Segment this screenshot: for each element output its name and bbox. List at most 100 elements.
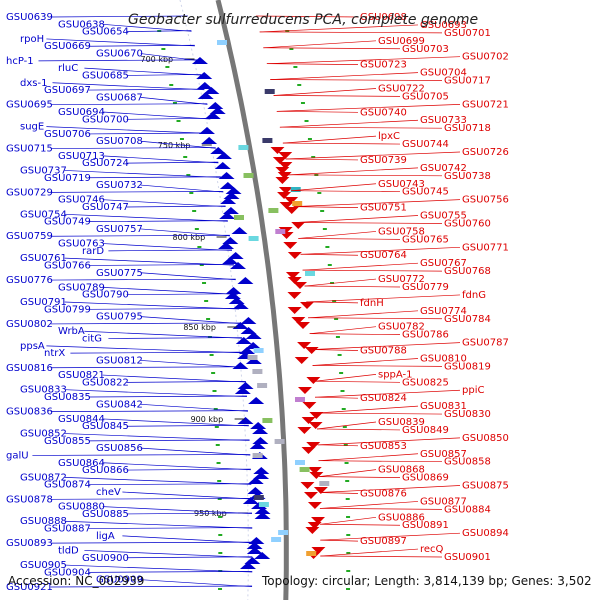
right-gene-label[interactable]: GSU0886	[378, 512, 425, 523]
left-gene-label[interactable]: GSU0687	[96, 92, 143, 103]
right-gene-label[interactable]: GSU0877	[420, 496, 467, 507]
left-gene-label[interactable]: WrbA	[58, 326, 85, 337]
left-gene-label[interactable]: GSU0757	[96, 224, 143, 235]
right-gene-label[interactable]: lpxC	[378, 131, 400, 142]
right-gene-label[interactable]: fdnG	[462, 290, 486, 301]
right-gene-label[interactable]: GSU0733	[420, 115, 467, 126]
right-gene-label[interactable]: GSU0901	[444, 552, 491, 563]
left-gene-label[interactable]: ligA	[96, 531, 115, 542]
left-gene-label[interactable]: GSU0799	[44, 304, 91, 315]
right-gene-label[interactable]: GSU0825	[402, 377, 449, 388]
right-gene-label[interactable]: GSU0726	[462, 147, 509, 158]
left-gene-label[interactable]: GSU0746	[58, 195, 105, 206]
left-gene-label[interactable]: GSU0766	[44, 261, 91, 272]
left-gene-label[interactable]: tldD	[58, 546, 79, 557]
left-gene-label[interactable]: sugE	[20, 122, 44, 133]
left-gene-label[interactable]: GSU0669	[44, 41, 91, 52]
right-gene-label[interactable]: GSU0764	[360, 250, 407, 261]
right-gene-label[interactable]: GSU0721	[462, 99, 509, 110]
left-gene-label[interactable]: GSU0795	[96, 312, 143, 323]
left-gene-label[interactable]: GSU0844	[58, 414, 105, 425]
left-gene-label[interactable]: GSU0802	[6, 319, 53, 330]
left-gene-label[interactable]: GSU0821	[58, 370, 105, 381]
right-gene-label[interactable]: GSU0853	[360, 441, 407, 452]
left-gene-label[interactable]: GSU0855	[44, 436, 91, 447]
left-gene-label[interactable]: GSU0715	[6, 144, 53, 155]
right-gene-label[interactable]: GSU0884	[444, 504, 491, 515]
left-gene-label[interactable]: citG	[82, 334, 102, 345]
left-gene-label[interactable]: GSU0700	[82, 114, 129, 125]
right-gene-label[interactable]: GSU0772	[378, 274, 425, 285]
right-gene-label[interactable]: GSU0897	[360, 536, 407, 547]
left-gene-label[interactable]: GSU0812	[96, 356, 143, 367]
left-gene-label[interactable]: GSU0888	[20, 516, 67, 527]
right-gene-label[interactable]: GSU0875	[462, 481, 509, 492]
left-gene-label[interactable]: GSU0833	[20, 385, 67, 396]
left-gene-label[interactable]: galU	[6, 451, 29, 462]
left-gene-label[interactable]: GSU0822	[82, 377, 129, 388]
left-gene-label[interactable]: GSU0864	[58, 458, 105, 469]
left-gene-label[interactable]: GSU0874	[44, 480, 91, 491]
right-gene-label[interactable]: GSU0869	[402, 473, 449, 484]
right-gene-label[interactable]: GSU0868	[378, 465, 425, 476]
left-gene-label[interactable]: GSU0842	[96, 399, 143, 410]
left-gene-label[interactable]: GSU0638	[58, 19, 105, 30]
right-gene-label[interactable]: GSU0771	[462, 242, 509, 253]
left-gene-label[interactable]: GSU0759	[6, 231, 53, 242]
right-gene-label[interactable]: GSU0756	[462, 195, 509, 206]
right-gene-label[interactable]: GSU0740	[360, 107, 407, 118]
left-gene-label[interactable]: ntrX	[44, 348, 65, 359]
right-gene-label[interactable]: GSU0810	[420, 354, 467, 365]
right-gene-label[interactable]: GSU0742	[420, 163, 467, 174]
left-gene-label[interactable]: GSU0724	[82, 158, 129, 169]
left-gene-label[interactable]: GSU0900	[82, 553, 129, 564]
right-gene-label[interactable]: ppiC	[462, 385, 484, 396]
left-gene-label[interactable]: GSU0761	[20, 253, 67, 264]
right-gene-label[interactable]: GSU0876	[360, 489, 407, 500]
left-gene-label[interactable]: GSU0887	[44, 524, 91, 535]
right-gene-label[interactable]: GSU0839	[378, 417, 425, 428]
right-gene-label[interactable]: GSU0830	[444, 409, 491, 420]
left-gene-label[interactable]: GSU0816	[6, 363, 53, 374]
right-gene-label[interactable]: GSU0774	[420, 306, 467, 317]
left-gene-label[interactable]: GSU0904	[44, 567, 91, 578]
right-gene-label[interactable]: GSU0738	[444, 171, 491, 182]
right-gene-label[interactable]: GSU0745	[402, 187, 449, 198]
right-gene-label[interactable]: GSU0858	[444, 457, 491, 468]
right-gene-label[interactable]: GSU0819	[444, 361, 491, 372]
right-gene-label[interactable]: GSU0831	[420, 401, 467, 412]
right-gene-label[interactable]: GSU0850	[462, 433, 509, 444]
right-gene-label[interactable]: GSU0701	[444, 28, 491, 39]
right-gene-label[interactable]: GSU0784	[444, 314, 491, 325]
left-gene-label[interactable]: GSU0790	[82, 290, 129, 301]
left-gene-label[interactable]: GSU0749	[44, 217, 91, 228]
left-gene-label[interactable]: GSU0856	[96, 443, 143, 454]
left-gene-label[interactable]: GSU0909	[96, 575, 143, 586]
left-gene-label[interactable]: GSU0695	[6, 100, 53, 111]
left-gene-label[interactable]: GSU0866	[82, 465, 129, 476]
right-gene-label[interactable]: GSU0698	[360, 12, 407, 23]
left-gene-label[interactable]: GSU0685	[82, 71, 129, 82]
right-gene-label[interactable]: GSU0758	[378, 226, 425, 237]
left-gene-label[interactable]: dxs-1	[20, 78, 47, 89]
left-gene-label[interactable]: GSU0880	[58, 502, 105, 513]
right-gene-label[interactable]: GSU0717	[444, 76, 491, 87]
right-gene-label[interactable]: sppA-1	[378, 369, 413, 380]
right-gene-label[interactable]: GSU0891	[402, 520, 449, 531]
left-gene-label[interactable]: rluC	[58, 63, 78, 74]
left-gene-label[interactable]: rpoH	[20, 34, 44, 45]
right-gene-label[interactable]: GSU0751	[360, 203, 407, 214]
right-gene-label[interactable]: recQ	[420, 544, 444, 555]
right-gene-label[interactable]: GSU0703	[402, 44, 449, 55]
right-gene-label[interactable]: GSU0704	[420, 68, 467, 79]
right-gene-label[interactable]: GSU0744	[402, 139, 449, 150]
left-gene-label[interactable]: ppsA	[20, 341, 45, 352]
right-gene-label[interactable]: GSU0767	[420, 258, 467, 269]
right-gene-label[interactable]: GSU0739	[360, 155, 407, 166]
left-gene-label[interactable]: hcP-1	[6, 56, 34, 67]
right-gene-label[interactable]: GSU0718	[444, 123, 491, 134]
left-gene-label[interactable]: GSU0708	[96, 136, 143, 147]
right-gene-label[interactable]: GSU0768	[444, 266, 491, 277]
left-gene-label[interactable]: GSU0791	[20, 297, 67, 308]
right-gene-label[interactable]: GSU0699	[378, 36, 425, 47]
